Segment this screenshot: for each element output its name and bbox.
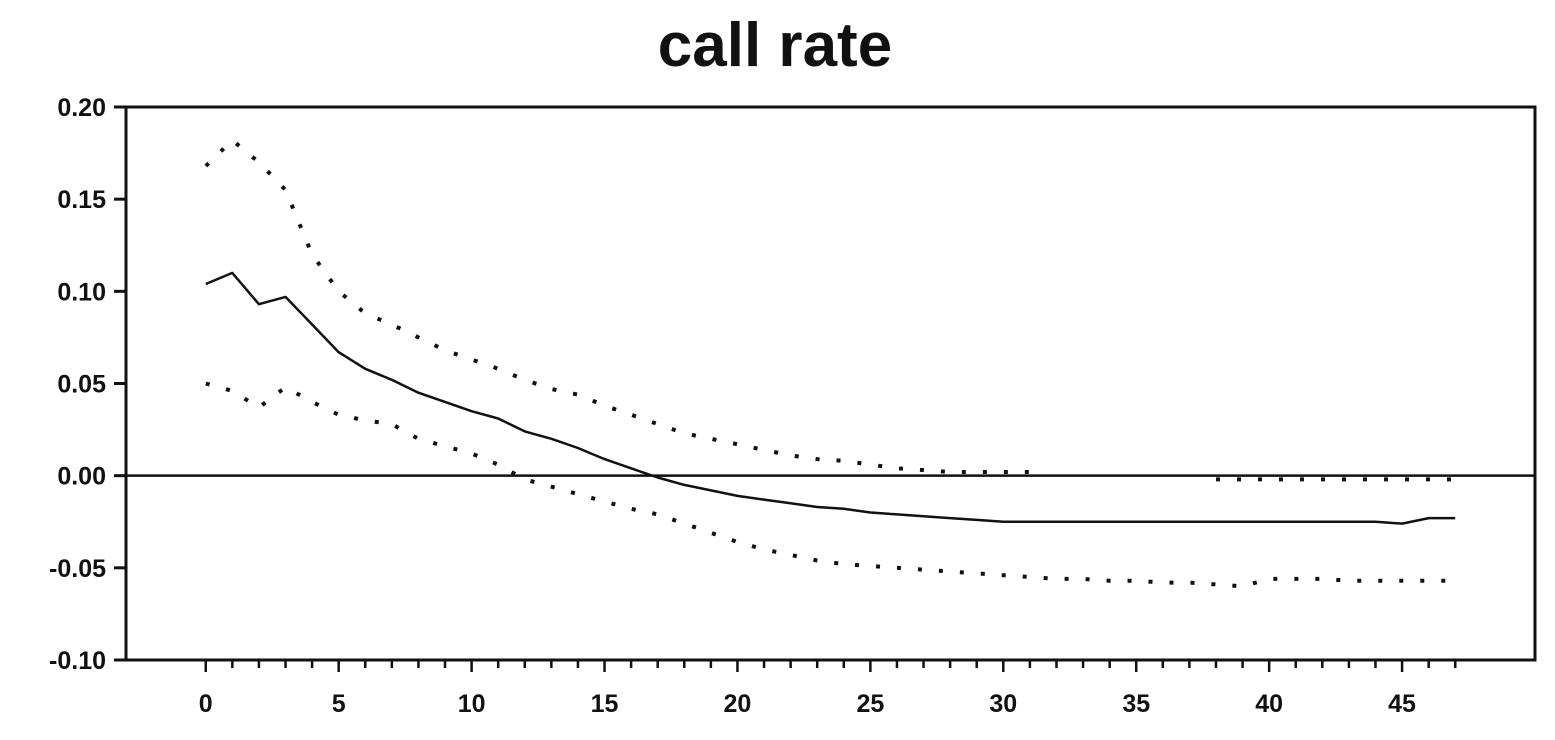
x-tick-label: 0 xyxy=(199,690,213,718)
y-tick-label: -0.10 xyxy=(49,647,106,675)
x-tick-label: 25 xyxy=(856,690,884,718)
y-tick-label: 0.20 xyxy=(57,94,106,122)
plot-frame xyxy=(124,105,1537,662)
confidence-band-line xyxy=(204,138,1030,474)
x-tick-label: 10 xyxy=(458,690,486,718)
chart-title: call rate xyxy=(658,11,892,80)
y-tick-label: 0.00 xyxy=(57,463,106,491)
x-tick-label: 35 xyxy=(1122,690,1150,718)
y-axis: 0.20 0.15 0.10 0.05 0.00 -0.05 -0.10 xyxy=(49,94,126,675)
x-tick-label: 20 xyxy=(724,690,752,718)
x-tick-label: 30 xyxy=(989,690,1017,718)
y-tick-label: 0.05 xyxy=(57,371,106,399)
series-layer xyxy=(204,138,1456,589)
x-tick-label: 15 xyxy=(591,690,619,718)
x-tick-label: 40 xyxy=(1255,690,1283,718)
x-tick-label: 45 xyxy=(1388,690,1416,718)
x-tick-label: 5 xyxy=(332,690,346,718)
y-tick-label: 0.15 xyxy=(57,186,106,214)
x-axis: 0 5 10 15 20 25 30 35 40 45 xyxy=(199,660,1457,718)
confidence-band-line xyxy=(205,381,1456,589)
response-line xyxy=(205,271,1456,525)
y-tick-label: 0.10 xyxy=(57,278,106,306)
y-tick-label: -0.05 xyxy=(49,555,106,583)
